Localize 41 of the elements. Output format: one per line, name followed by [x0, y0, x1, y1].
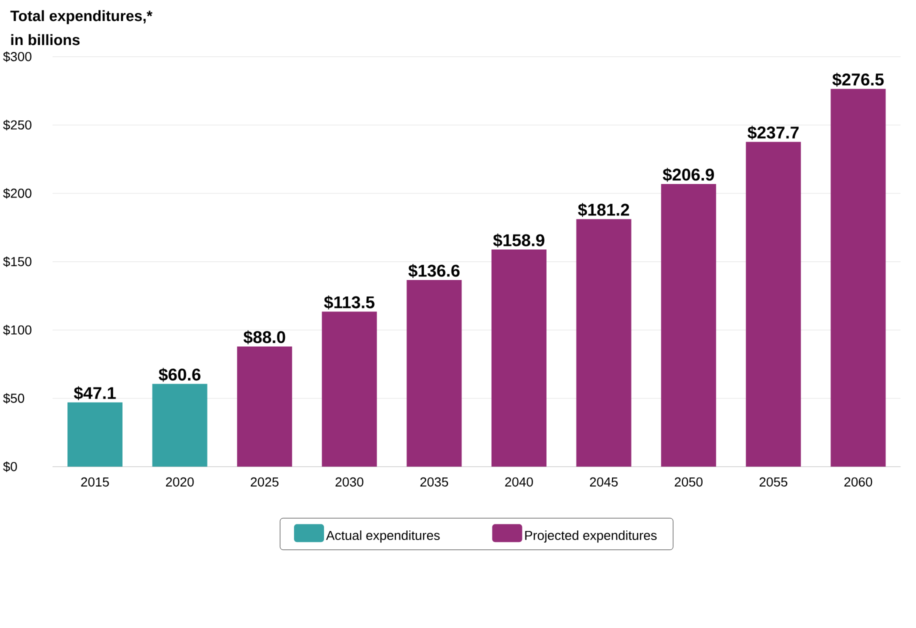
x-tick-label: 2035	[420, 477, 448, 487]
y-tick-label: $250	[3, 120, 32, 130]
y-tick-label: $50	[3, 393, 24, 404]
x-tick-label: 2050	[674, 477, 703, 487]
legend-label: Projected expenditures	[525, 530, 657, 543]
x-tick-label: 2030	[336, 477, 364, 487]
bar	[152, 384, 208, 467]
y-tick-label: $200	[3, 188, 32, 199]
chart-title: Total expenditures,*	[10, 10, 152, 24]
bar	[661, 184, 716, 467]
data-label: $113.5	[324, 296, 374, 310]
data-label: $237.7	[748, 126, 799, 140]
data-label: $136.6	[408, 264, 460, 278]
x-tick-label: 2060	[844, 477, 872, 487]
bar	[830, 88, 886, 467]
x-tick-label: 2015	[81, 477, 109, 487]
bar	[322, 312, 377, 467]
data-label: $88.0	[244, 330, 286, 344]
chart-subtitle: in billions	[11, 34, 80, 46]
x-tick-label: 2045	[590, 477, 618, 487]
data-label: $47.1	[74, 386, 116, 400]
x-tick-label: 2040	[505, 477, 533, 487]
data-label: $276.5	[832, 72, 884, 87]
x-tick-label: 2055	[760, 477, 788, 487]
bar	[406, 280, 462, 467]
bar	[746, 142, 801, 467]
data-label: $158.9	[493, 233, 544, 248]
x-tick-label: 2020	[166, 477, 194, 487]
y-tick-label: $300	[3, 51, 32, 62]
y-tick-label: $150	[3, 256, 32, 267]
bar	[576, 219, 632, 467]
bar	[67, 402, 122, 467]
y-tick-label: $0	[3, 461, 17, 472]
data-label: $60.6	[158, 368, 200, 382]
x-tick-label: 2025	[250, 477, 278, 487]
bar	[237, 346, 292, 467]
y-tick-label: $100	[3, 324, 32, 336]
data-label: $206.9	[662, 168, 714, 182]
legend-label: Actual expenditures	[326, 530, 440, 543]
data-label: $181.2	[578, 203, 630, 217]
bar	[491, 250, 546, 467]
